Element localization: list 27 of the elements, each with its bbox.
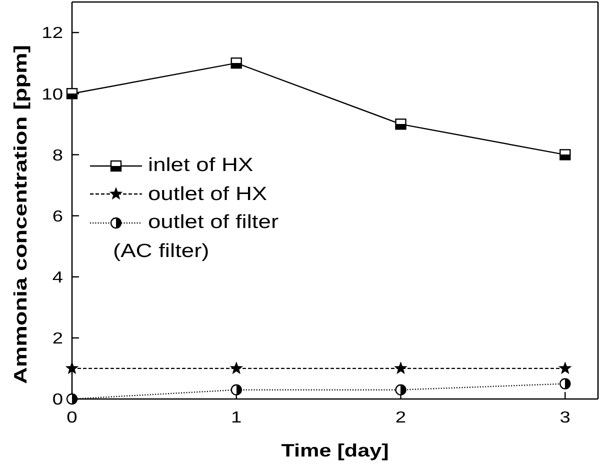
x-axis-title: Time [day] (281, 441, 389, 461)
legend-label: outlet of HX (148, 184, 268, 205)
point (560, 378, 571, 390)
y-axis-title: Ammonia concentration [ppm] (11, 44, 31, 384)
y-tick-label: 2 (52, 329, 63, 348)
point (394, 361, 408, 374)
legend-label: inlet of HX (148, 155, 254, 176)
x-tick-label: 3 (560, 408, 571, 426)
y-tick-label: 6 (52, 206, 64, 226)
x-tick-label: 2 (395, 408, 406, 426)
point (395, 118, 406, 130)
y-tick-label: 8 (52, 146, 64, 164)
y-tick-label: 10 (42, 84, 64, 103)
point (230, 384, 242, 396)
point (230, 361, 244, 374)
point (558, 361, 572, 374)
y-tick-label: 12 (42, 24, 63, 42)
x-tick-label: 1 (231, 408, 242, 426)
x-tick-label: 0 (66, 408, 78, 426)
y-tick-label: 4 (52, 268, 64, 286)
annotation: (AC filter) (113, 240, 210, 262)
point (65, 361, 79, 374)
y-tick-label: 0 (52, 390, 64, 408)
point (560, 149, 571, 160)
point (395, 384, 406, 396)
legend-label: outlet of filter (148, 212, 279, 234)
point (230, 57, 242, 69)
